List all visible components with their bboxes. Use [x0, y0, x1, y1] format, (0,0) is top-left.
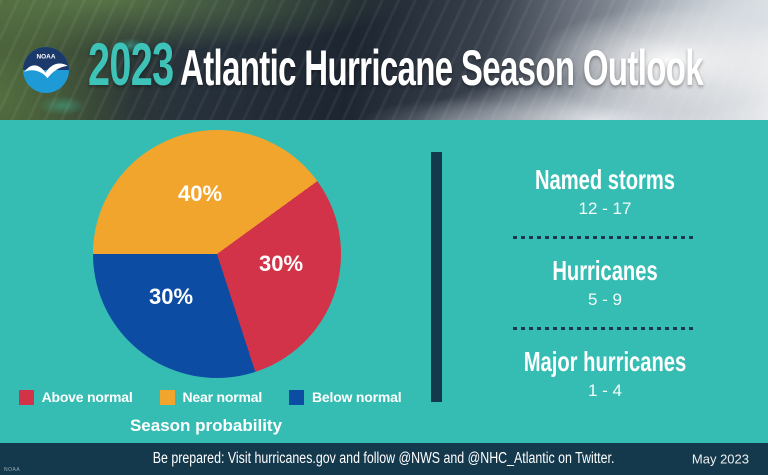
- stat-major-hurricanes: Major hurricanes 1 - 4: [442, 346, 768, 402]
- season-probability-pie: [93, 130, 341, 378]
- stat-hurricanes: Hurricanes 5 - 9: [442, 255, 768, 311]
- noaa-logo-icon: NOAA: [23, 47, 69, 93]
- page-title: 2023 Atlantic Hurricane Season Outlook: [88, 30, 704, 99]
- stat-label: Hurricanes: [552, 255, 658, 286]
- stat-value: 5 - 9: [587, 290, 623, 309]
- pie-slice-label-below-normal: 30%: [148, 284, 194, 309]
- legend-swatch-above-normal: [18, 389, 34, 405]
- stat-label: Major hurricanes: [523, 346, 687, 377]
- footer-date: May 2023: [691, 451, 749, 467]
- pie-slice-label-above-normal: 30%: [258, 251, 304, 276]
- vertical-divider: [431, 152, 442, 402]
- legend-item-below-normal: Below normal: [289, 389, 402, 405]
- dotted-divider: [513, 327, 697, 330]
- corner-credit: NOAA: [4, 467, 21, 473]
- header-banner: NOAA 2023 Atlantic Hurricane Season Outlo…: [0, 0, 768, 120]
- title-year: 2023: [88, 31, 174, 98]
- legend-label: Below normal: [312, 389, 402, 405]
- dotted-divider: [513, 236, 697, 239]
- pie-legend: Above normal Near normal Below normal: [0, 389, 420, 405]
- stat-value: 1 - 4: [587, 381, 623, 400]
- legend-item-above-normal: Above normal: [18, 389, 133, 405]
- title-text: Atlantic Hurricane Season Outlook: [180, 40, 703, 96]
- stat-value: 12 - 17: [578, 199, 632, 218]
- footer-message: Be prepared: Visit hurricanes.gov and fo…: [153, 450, 615, 467]
- footer-bar: Be prepared: Visit hurricanes.gov and fo…: [0, 443, 768, 475]
- chart-title: Season probability: [129, 416, 283, 435]
- stat-label: Named storms: [534, 164, 676, 195]
- legend-label: Near normal: [182, 389, 263, 405]
- pie-slice-label-near-normal: 40%: [177, 181, 223, 206]
- legend-swatch-near-normal: [159, 389, 175, 405]
- legend-swatch-below-normal: [289, 389, 305, 405]
- legend-label: Above normal: [41, 389, 133, 405]
- legend-item-near-normal: Near normal: [159, 389, 263, 405]
- svg-text:NOAA: NOAA: [37, 54, 56, 61]
- outlook-stats: Named storms 12 - 17 Hurricanes 5 - 9 Ma…: [442, 156, 768, 402]
- stat-named-storms: Named storms 12 - 17: [442, 164, 768, 220]
